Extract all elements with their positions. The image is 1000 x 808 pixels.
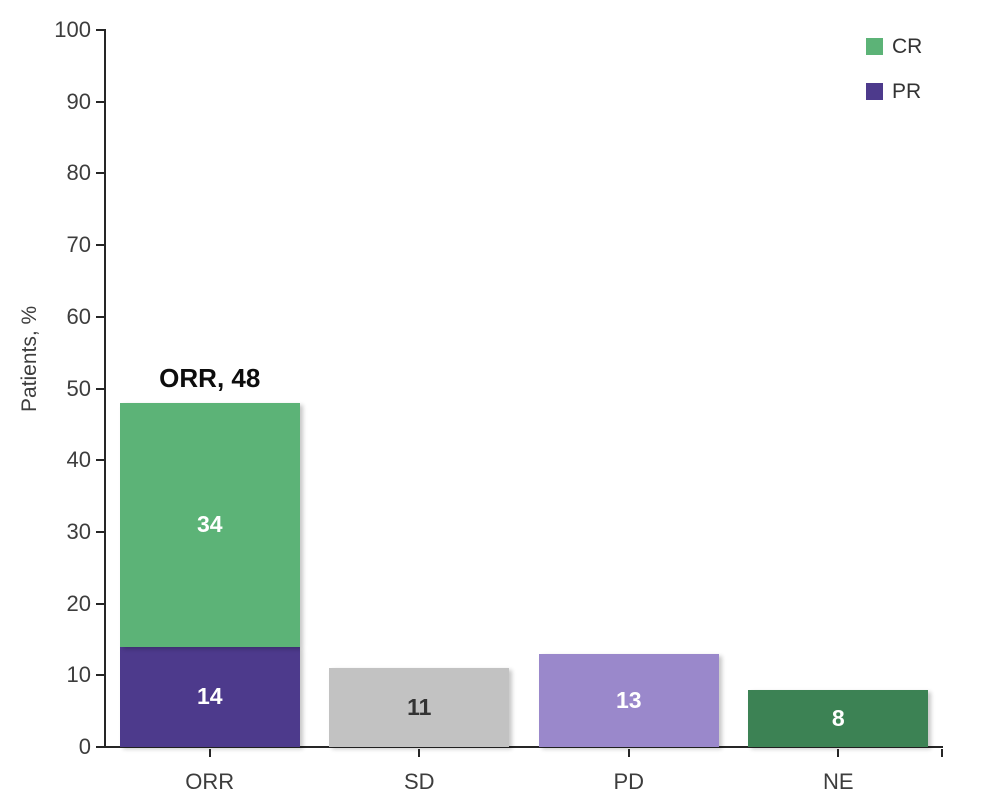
y-tick <box>96 674 105 677</box>
x-category-label: SD <box>403 769 435 794</box>
y-tick-label: 50 <box>66 375 91 401</box>
bar-value-label: 34 <box>196 511 223 538</box>
x-category-label: ORR <box>185 769 235 794</box>
y-tick-label: 100 <box>54 17 91 42</box>
legend-label: PR <box>892 80 922 103</box>
y-tick <box>96 315 105 318</box>
bar-segment-ne: 8 <box>748 689 929 747</box>
y-tick-label: 90 <box>66 88 91 114</box>
y-tick-label: 80 <box>66 160 91 186</box>
x-category-label: PD <box>613 769 645 794</box>
y-tick <box>96 530 105 533</box>
x-tick <box>837 749 840 757</box>
bar-segment-cr: 34 <box>119 402 300 647</box>
legend-swatch-icon <box>866 38 883 55</box>
bar-segment-pd: 13 <box>538 653 719 747</box>
x-tick <box>208 749 211 757</box>
bar-value-label: 11 <box>407 694 432 721</box>
x-axis-end-tick <box>941 749 943 757</box>
y-tick <box>96 602 105 605</box>
x-tick <box>418 749 421 757</box>
legend: CR PR <box>866 36 922 102</box>
y-tick <box>96 746 105 748</box>
x-category-label: NE <box>822 769 854 794</box>
x-tick <box>627 749 630 757</box>
bar-value-label: 13 <box>615 686 642 713</box>
y-tick <box>96 387 105 390</box>
legend-swatch-icon <box>866 83 883 100</box>
bar-value-label: 8 <box>831 704 845 731</box>
legend-label: CR <box>892 35 923 58</box>
y-tick <box>96 29 105 31</box>
bar-segment-sd: 11 <box>329 668 510 747</box>
y-tick <box>96 172 105 175</box>
y-tick-label: 60 <box>66 303 91 329</box>
y-tick-label: 30 <box>66 518 91 544</box>
y-tick <box>96 244 105 247</box>
x-axis-line <box>104 746 943 748</box>
y-axis-line <box>104 29 106 748</box>
y-tick <box>96 459 105 462</box>
bar-value-label: 14 <box>196 683 223 710</box>
y-tick <box>96 100 105 103</box>
y-tick-label: 0 <box>78 734 91 759</box>
legend-item-pr: PR <box>866 81 922 102</box>
bar-segment-pr: 14 <box>119 646 300 747</box>
y-tick-label: 40 <box>66 447 91 473</box>
y-tick-label: 20 <box>66 590 91 616</box>
y-tick-label: 10 <box>66 662 91 688</box>
y-tick-label: 70 <box>66 232 91 258</box>
legend-item-cr: CR <box>866 36 922 57</box>
bar-total-label: ORR, 48 <box>159 362 261 393</box>
